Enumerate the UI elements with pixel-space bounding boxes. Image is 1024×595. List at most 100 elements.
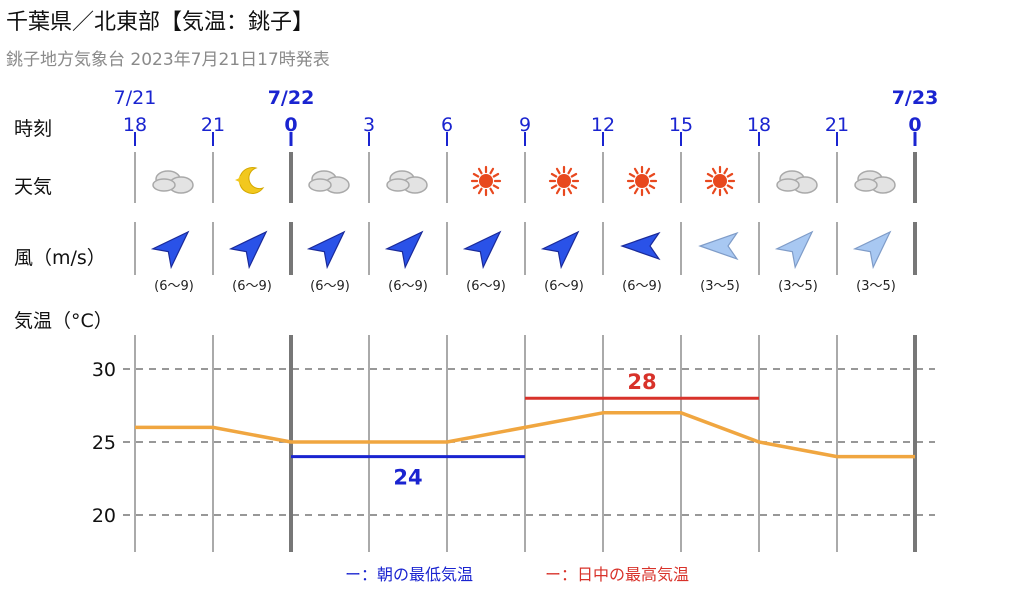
- sun-ray: [648, 172, 656, 178]
- temp-row-label: 気温（°C）: [14, 310, 113, 332]
- cloud-icon: [308, 170, 350, 194]
- hour-label: 6: [441, 114, 453, 136]
- wind-arrow-icon: [306, 230, 346, 270]
- wind-arrow-icon: [540, 230, 580, 270]
- cloud-icon: [152, 170, 194, 194]
- hour-label: 21: [201, 114, 225, 136]
- moon-icon: [235, 167, 265, 194]
- wind-speed-label: (6〜9): [388, 279, 428, 294]
- hour-label: 0: [284, 114, 297, 136]
- wind-speed-label: (6〜9): [232, 279, 272, 294]
- star-shape: [235, 175, 245, 185]
- sun-icon: [704, 165, 736, 197]
- sun-ray: [628, 184, 636, 190]
- sun-ray: [550, 184, 558, 190]
- sun-ray: [489, 187, 495, 195]
- wind-row-label: 風（m/s）: [14, 247, 106, 269]
- wind-arrow-icon: [852, 230, 892, 270]
- date-label: 7/21: [114, 87, 157, 109]
- time-row-label: 時刻: [14, 118, 52, 140]
- y-tick-label: 30: [92, 359, 116, 381]
- date-label: 7/23: [892, 87, 939, 109]
- sun-icon: [548, 165, 580, 197]
- weather-row-label: 天気: [14, 176, 52, 198]
- legend-low: ー：朝の最低気温: [345, 565, 473, 584]
- sun-ray: [477, 187, 483, 195]
- wind-speed-label: (6〜9): [154, 279, 194, 294]
- sun-ray: [726, 184, 734, 190]
- hour-label: 18: [747, 114, 771, 136]
- cloud-shape: [386, 178, 410, 192]
- high-temp-label: 28: [627, 370, 656, 394]
- y-tick-label: 20: [92, 505, 116, 527]
- sun-icon: [470, 165, 502, 197]
- sun-ray: [711, 187, 717, 195]
- wind-arrow-icon: [620, 231, 661, 261]
- sun-ray: [492, 172, 500, 178]
- sun-ray: [489, 167, 495, 175]
- legend-high: ー：日中の最高気温: [545, 565, 689, 584]
- hour-label: 21: [825, 114, 849, 136]
- wind-arrow-icon: [698, 231, 739, 261]
- wind-speed-label: (3〜5): [856, 279, 896, 294]
- sun-ray: [472, 172, 480, 178]
- sun-ray: [477, 167, 483, 175]
- cloud-shape: [308, 178, 332, 192]
- wind-speed-label: (6〜9): [544, 279, 584, 294]
- sun-ray: [550, 172, 558, 178]
- sun-ray: [570, 172, 578, 178]
- sun-ray: [723, 167, 729, 175]
- wind-speed-label: (3〜5): [778, 279, 818, 294]
- sun-disc: [557, 174, 571, 188]
- hour-label: 3: [363, 114, 375, 136]
- wind-arrow-icon: [462, 230, 502, 270]
- hour-label: 18: [123, 114, 147, 136]
- cloud-shape: [854, 178, 878, 192]
- wind-speed-label: (6〜9): [466, 279, 506, 294]
- sun-ray: [472, 184, 480, 190]
- low-temp-label: 24: [393, 466, 422, 490]
- sun-ray: [567, 187, 573, 195]
- sun-ray: [570, 184, 578, 190]
- sun-ray: [706, 184, 714, 190]
- hour-label: 0: [908, 114, 921, 136]
- sun-ray: [726, 172, 734, 178]
- wind-speed-label: (6〜9): [310, 279, 350, 294]
- hour-label: 12: [591, 114, 615, 136]
- hour-label: 9: [519, 114, 531, 136]
- sun-ray: [645, 187, 651, 195]
- sun-ray: [628, 172, 636, 178]
- sun-ray: [555, 167, 561, 175]
- cloud-shape: [776, 178, 800, 192]
- sun-ray: [723, 187, 729, 195]
- sun-ray: [633, 167, 639, 175]
- page-subtitle: 銚子地方気象台 2023年7月21日17時発表: [6, 50, 330, 70]
- sun-ray: [648, 184, 656, 190]
- cloud-shape: [152, 178, 176, 192]
- wind-speed-label: (6〜9): [622, 279, 662, 294]
- sun-disc: [713, 174, 727, 188]
- page-title: 千葉県／北東部【気温：銚子】: [6, 10, 315, 35]
- wind-arrow-icon: [228, 230, 268, 270]
- wind-arrow-icon: [774, 230, 814, 270]
- sun-disc: [635, 174, 649, 188]
- sun-ray: [555, 187, 561, 195]
- sun-disc: [479, 174, 493, 188]
- sun-ray: [492, 184, 500, 190]
- cloud-icon: [854, 170, 896, 194]
- sun-ray: [567, 167, 573, 175]
- y-tick-label: 25: [92, 432, 116, 454]
- cloud-icon: [776, 170, 818, 194]
- wind-speed-label: (3〜5): [700, 279, 740, 294]
- wind-arrow-icon: [384, 230, 424, 270]
- cloud-icon: [386, 170, 428, 194]
- moon-shape: [238, 167, 265, 194]
- wind-arrow-icon: [150, 230, 190, 270]
- sun-icon: [626, 165, 658, 197]
- hour-label: 15: [669, 114, 693, 136]
- sun-ray: [706, 172, 714, 178]
- sun-ray: [633, 187, 639, 195]
- sun-ray: [645, 167, 651, 175]
- date-label: 7/22: [268, 87, 315, 109]
